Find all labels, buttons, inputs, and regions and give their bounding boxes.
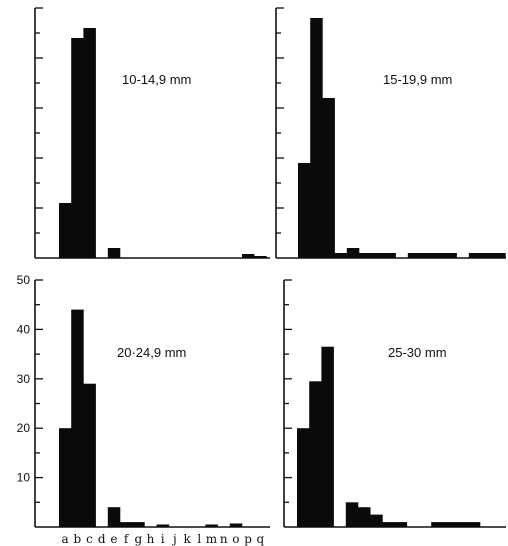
bar-a bbox=[298, 163, 311, 258]
panel-label: 20·24,9 mm bbox=[117, 345, 186, 360]
bar-g bbox=[370, 514, 383, 527]
bar-a bbox=[59, 428, 72, 527]
bar-c bbox=[321, 346, 334, 527]
bar-c bbox=[83, 383, 96, 527]
bar-b bbox=[71, 38, 84, 258]
bar-e bbox=[107, 248, 121, 258]
bar-a bbox=[297, 428, 310, 527]
bar-o bbox=[468, 253, 482, 258]
bar-f bbox=[358, 507, 371, 527]
category-label-a: a bbox=[62, 532, 69, 546]
panel-label: 15-19,9 mm bbox=[383, 72, 452, 87]
category-label-f: f bbox=[124, 532, 130, 546]
bar-j bbox=[407, 253, 421, 258]
bar-b bbox=[309, 381, 322, 527]
bar-o bbox=[229, 523, 243, 527]
bar-c bbox=[83, 28, 96, 258]
y-tick-label: 20 bbox=[17, 421, 31, 435]
bar-q bbox=[254, 256, 267, 258]
bar-p bbox=[481, 253, 494, 258]
category-label-b: b bbox=[73, 532, 81, 546]
bar-h bbox=[383, 253, 396, 258]
bar-f bbox=[359, 253, 372, 258]
bar-e bbox=[345, 502, 359, 527]
category-label-c: c bbox=[86, 532, 93, 546]
y-tick-label: 30 bbox=[17, 372, 31, 386]
category-label-m: m bbox=[206, 532, 218, 546]
category-label-o: o bbox=[232, 532, 239, 546]
category-label-d: d bbox=[98, 532, 106, 546]
bar-g bbox=[371, 253, 384, 258]
bar-e bbox=[346, 248, 360, 258]
category-label-n: n bbox=[220, 532, 228, 546]
bar-l bbox=[432, 253, 445, 258]
bar-k bbox=[420, 253, 433, 258]
bar-b bbox=[310, 18, 323, 258]
y-tick-label: 40 bbox=[17, 322, 31, 336]
category-label-g: g bbox=[134, 532, 142, 546]
panel-label: 25-30 mm bbox=[388, 345, 447, 360]
bar-m bbox=[443, 522, 456, 527]
bar-f bbox=[120, 522, 133, 527]
category-label-p: p bbox=[244, 532, 252, 546]
bar-b bbox=[71, 309, 84, 527]
bar-o bbox=[467, 522, 481, 527]
panel-10-14-9-mm: 10-14,9 mm bbox=[34, 7, 270, 259]
category-label-j: j bbox=[171, 532, 177, 546]
category-label-l: l bbox=[197, 532, 201, 546]
bar-q bbox=[493, 253, 506, 258]
bar-d bbox=[334, 253, 348, 258]
bar-i bbox=[394, 522, 408, 527]
panel-25-30-mm: 25-30 mm bbox=[283, 279, 506, 528]
panel-label: 10-14,9 mm bbox=[122, 72, 191, 87]
bar-i bbox=[156, 524, 170, 527]
bar-p bbox=[242, 254, 255, 258]
bar-g bbox=[132, 522, 145, 527]
category-label-e: e bbox=[110, 532, 117, 546]
y-tick-label: 10 bbox=[17, 471, 31, 485]
y-tick-label: 50 bbox=[17, 273, 31, 287]
category-label-k: k bbox=[183, 532, 191, 546]
bar-l bbox=[431, 522, 444, 527]
bar-n bbox=[455, 522, 469, 527]
panel-20-24-9-mm: 10 20 30 40 50 20·24,9 mm a b c d e f g h i j k l m n o p q bbox=[17, 273, 270, 546]
bar-c bbox=[322, 98, 335, 258]
bar-e bbox=[107, 507, 121, 527]
category-label-h: h bbox=[147, 532, 155, 546]
bar-m bbox=[444, 253, 457, 258]
bar-m bbox=[205, 524, 218, 527]
category-label-i: i bbox=[161, 532, 165, 546]
bar-h bbox=[382, 522, 395, 527]
category-label-q: q bbox=[256, 532, 264, 546]
panel-15-19-9-mm: 15-19,9 mm bbox=[275, 7, 506, 259]
bar-a bbox=[59, 203, 72, 258]
